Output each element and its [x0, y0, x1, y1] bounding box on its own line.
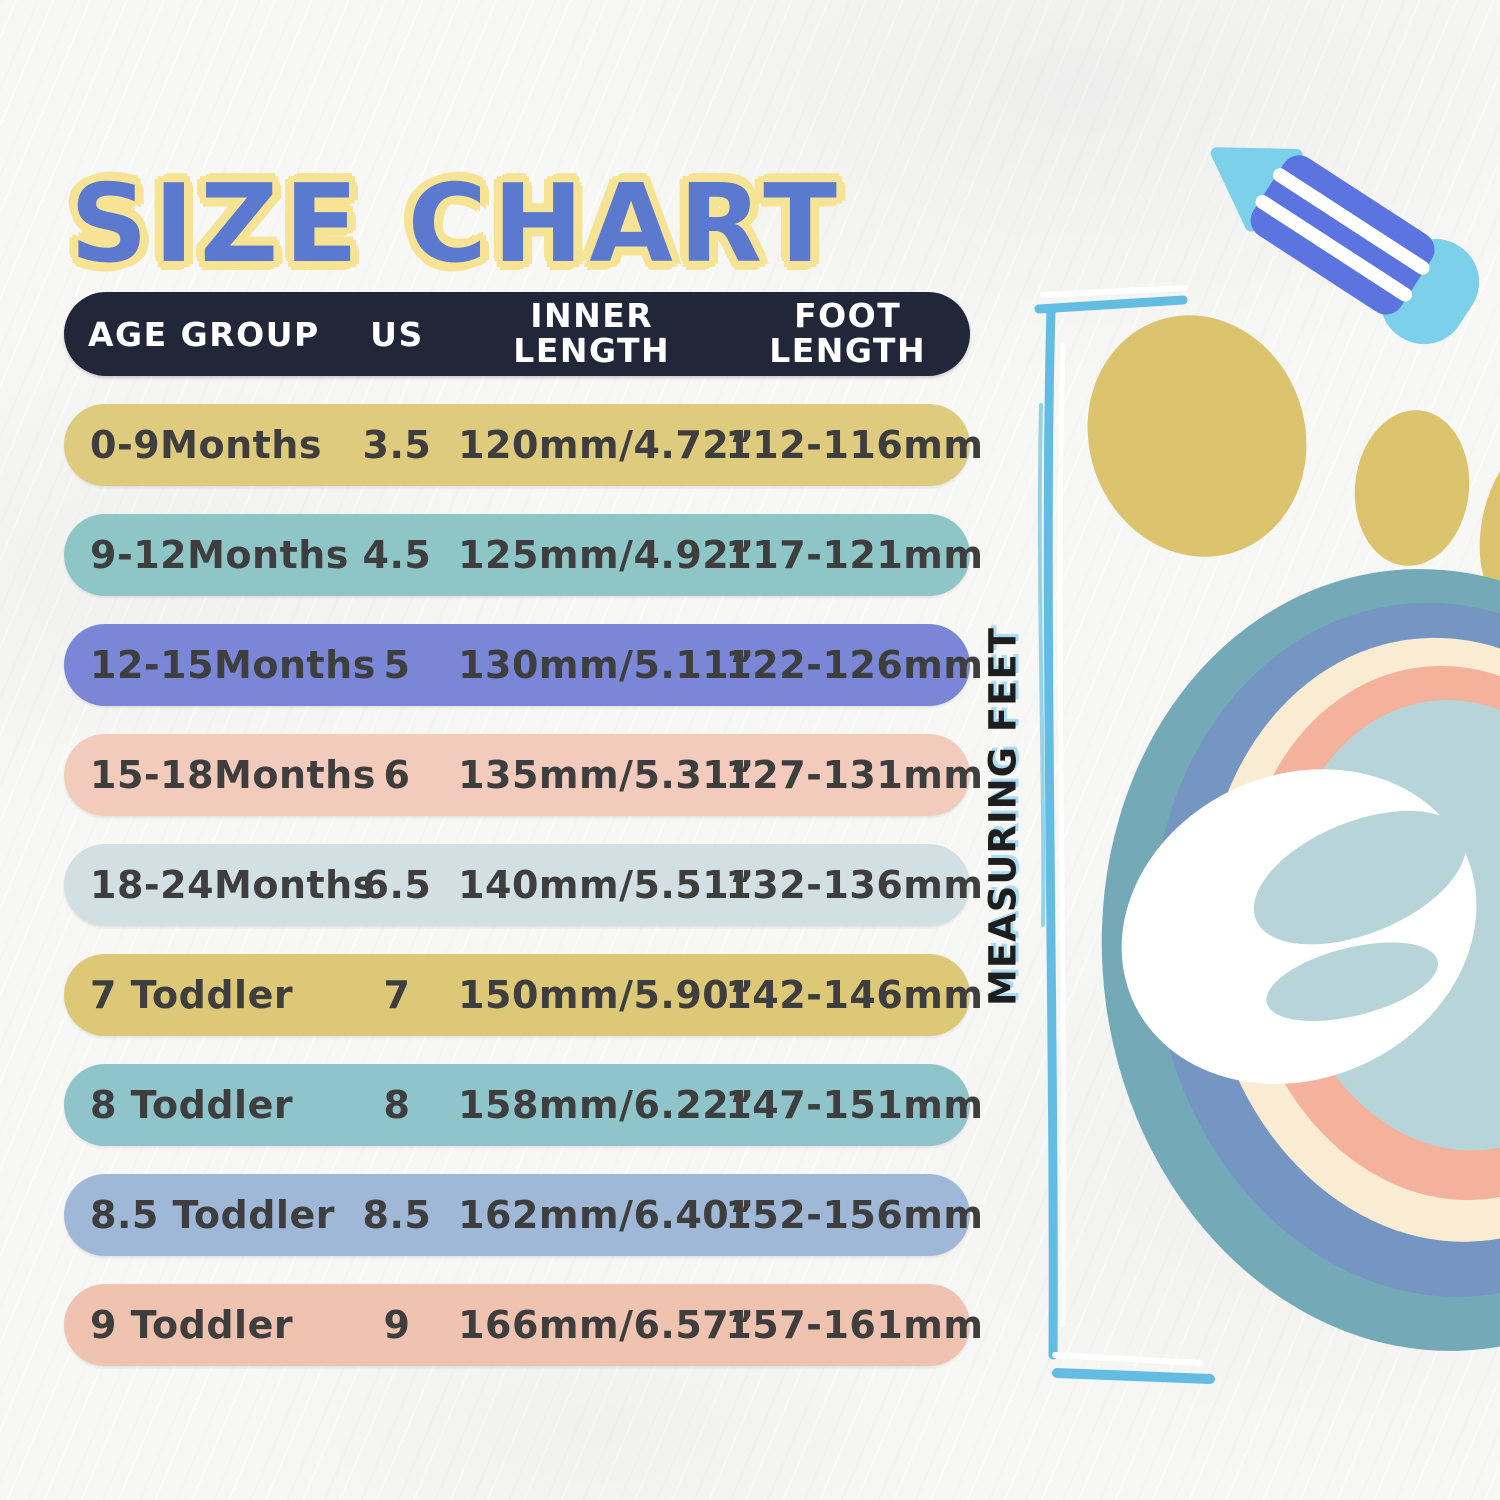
inner-length-cell: 130mm/5.11” — [458, 643, 755, 687]
foot-length-cell: 122-126mm — [725, 643, 984, 687]
age-group-cell: 18-24Months — [90, 863, 376, 907]
table-row: 8 Toddler 8 158mm/6.22” 147-151mm — [64, 1064, 984, 1146]
us-size-cell: 8.5 — [362, 1193, 432, 1237]
pencil-icon — [1210, 147, 1480, 345]
age-group-cell: 8.5 Toddler — [90, 1193, 335, 1237]
us-size-cell: 8 — [383, 1083, 411, 1127]
foot-length-cell: 157-161mm — [725, 1303, 984, 1347]
table-body: 0-9Months 3.5 120mm/4.72” 112-116mm 9-12… — [64, 404, 984, 1366]
us-size-cell: 7 — [383, 973, 411, 1017]
pencil-body — [1250, 155, 1435, 315]
foot-length-cell: 127-131mm — [725, 753, 984, 797]
pencil-stripe — [1272, 168, 1430, 275]
inner-length-cell: 125mm/4.92” — [458, 533, 755, 577]
table-row: 9-12Months 4.5 125mm/4.92” 117-121mm — [64, 514, 984, 596]
table-row: 18-24Months 6.5 140mm/5.51” 132-136mm — [64, 844, 984, 926]
inner-length-cell: 158mm/6.22” — [458, 1083, 755, 1127]
age-group-cell: 8 Toddler — [90, 1083, 294, 1127]
page-title: SIZE CHART — [70, 162, 843, 288]
age-group-cell: 9-12Months — [90, 533, 349, 577]
foot-length-cell: 117-121mm — [725, 533, 984, 577]
measuring-feet-label: MEASURING FEET — [981, 627, 1025, 1007]
foot-length-cell: 132-136mm — [725, 863, 984, 907]
us-size-cell: 5 — [383, 643, 411, 687]
measuring-bracket-line — [1034, 285, 1215, 1384]
size-table: AGE GROUP US INNER LENGTH FOOT LENGTH 0-… — [64, 292, 984, 1366]
foot-length-cell: 142-146mm — [725, 973, 984, 1017]
header-age-group: AGE GROUP — [88, 314, 320, 354]
table-row: 12-15Months 5 130mm/5.11” 122-126mm — [64, 624, 984, 706]
us-size-cell: 9 — [383, 1303, 411, 1347]
big-toe-shape — [1087, 315, 1307, 557]
inner-length-cell: 150mm/5.90” — [458, 973, 755, 1017]
us-size-cell: 6 — [383, 753, 411, 797]
foot-length-cell: 112-116mm — [725, 423, 984, 467]
inner-length-cell: 140mm/5.51” — [458, 863, 755, 907]
us-size-cell: 4.5 — [362, 533, 432, 577]
table-row: 9 Toddler 9 166mm/6.57” 157-161mm — [64, 1284, 984, 1366]
foot-swirl-notch — [1266, 942, 1439, 1021]
foot-swirl-notch — [1253, 810, 1466, 945]
pencil-stripe — [1255, 195, 1413, 302]
table-row: 15-18Months 6 135mm/5.31” 127-131mm — [64, 734, 984, 816]
small-toe-shape — [1354, 410, 1470, 566]
inner-length-cell: 120mm/4.72” — [458, 423, 755, 467]
inner-length-cell: 135mm/5.31” — [458, 753, 755, 797]
foot-length-cell: 147-151mm — [725, 1083, 984, 1127]
age-group-cell: 15-18Months — [90, 753, 376, 797]
age-group-cell: 9 Toddler — [90, 1303, 294, 1347]
us-size-cell: 3.5 — [362, 423, 432, 467]
header-foot-length: FOOT LENGTH — [769, 295, 927, 371]
inner-length-cell: 162mm/6.40” — [458, 1193, 755, 1237]
foot-length-cell: 152-156mm — [725, 1193, 984, 1237]
age-group-cell: 12-15Months — [90, 643, 376, 687]
footprint-illustration — [1087, 315, 1500, 1351]
table-row: 8.5 Toddler 8.5 162mm/6.40” 152-156mm — [64, 1174, 984, 1256]
table-row: 7 Toddler 7 150mm/5.90” 142-146mm — [64, 954, 984, 1036]
age-group-cell: 7 Toddler — [90, 973, 294, 1017]
table-row: 0-9Months 3.5 120mm/4.72” 112-116mm — [64, 404, 984, 486]
table-header-row: AGE GROUP US INNER LENGTH FOOT LENGTH — [64, 292, 970, 376]
header-inner-length: INNER LENGTH — [513, 295, 671, 371]
us-size-cell: 6.5 — [362, 863, 432, 907]
inner-length-cell: 166mm/6.57” — [458, 1303, 755, 1347]
header-us: US — [370, 314, 424, 354]
age-group-cell: 0-9Months — [90, 423, 322, 467]
